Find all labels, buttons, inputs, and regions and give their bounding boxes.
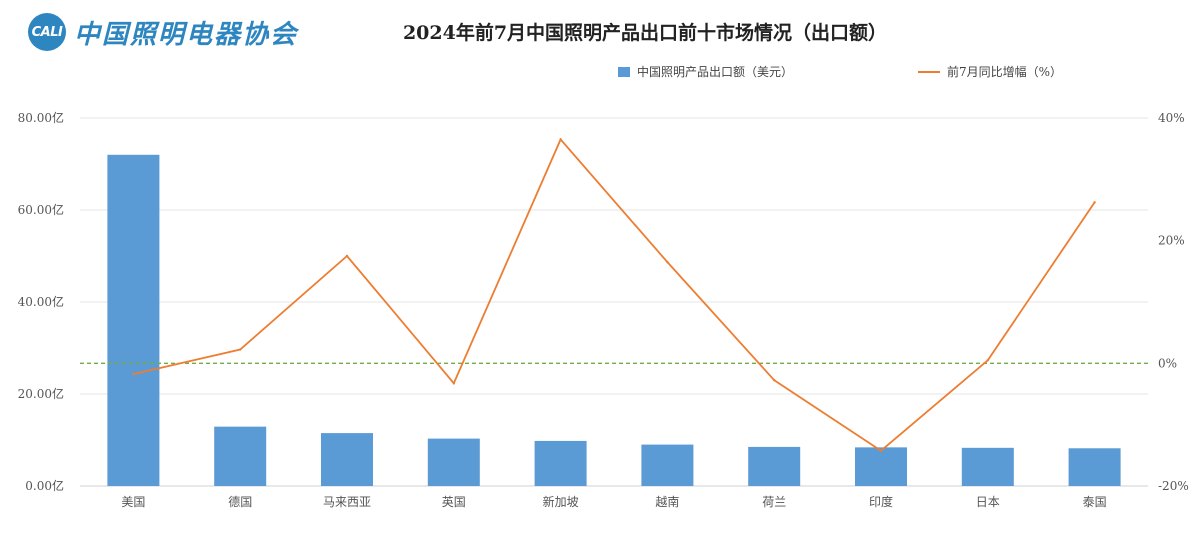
x-tick-label: 马来西亚 — [323, 495, 371, 509]
y-left-tick-label: 0.00亿 — [25, 478, 64, 493]
x-tick-label: 泰国 — [1083, 495, 1107, 509]
growth-point — [666, 260, 669, 264]
y-left-tick-label: 80.00亿 — [18, 110, 64, 125]
growth-point — [879, 449, 883, 452]
legend-swatch-line — [918, 70, 940, 73]
bar — [107, 154, 160, 487]
x-tick-label: 荷兰 — [762, 495, 786, 509]
y-left-tick-label: 60.00亿 — [18, 202, 64, 217]
x-tick-label: 美国 — [121, 495, 145, 509]
y-right-tick-label: 20% — [1158, 234, 1185, 248]
legend-item-line: 前7月同比增幅（%） — [918, 63, 1062, 80]
logo-name: 中国照明电器协会 — [74, 19, 299, 50]
y-left-tick-label: 40.00亿 — [18, 294, 64, 309]
chart-title: 2024年前7月中国照明产品出口前十市场情况（出口额） — [402, 22, 888, 44]
y-right-tick-label: -20% — [1158, 479, 1189, 493]
growth-point — [986, 359, 989, 362]
growth-point — [132, 372, 135, 376]
legend-label-line: 前7月同比增幅（%） — [947, 65, 1063, 79]
x-tick-label: 印度 — [869, 494, 893, 509]
logo: CALI 中国照明电器协会 — [28, 12, 308, 52]
x-tick-label: 新加坡 — [543, 494, 579, 509]
growth-point — [239, 348, 242, 351]
y-right-tick-label: 40% — [1158, 111, 1185, 125]
legend-label-bar: 中国照明产品出口额（美元） — [637, 65, 794, 79]
x-tick-label: 德国 — [228, 494, 252, 509]
bar — [427, 438, 480, 486]
x-tick-label: 日本 — [976, 495, 1000, 509]
bar — [214, 426, 267, 486]
bar — [321, 433, 373, 486]
x-tick-label: 越南 — [655, 494, 679, 509]
legend-item-bar: 中国照明产品出口额（美元） — [618, 63, 793, 80]
growth-point — [559, 138, 562, 141]
legend-swatch-bar — [618, 66, 630, 77]
y-left-tick-label: 20.00亿 — [18, 386, 64, 401]
bar — [961, 447, 1014, 486]
growth-point — [345, 254, 349, 258]
bar — [641, 444, 694, 486]
growth-point — [1093, 201, 1096, 204]
x-tick-label: 英国 — [442, 495, 466, 509]
bar — [748, 446, 801, 486]
legend: 中国照明产品出口额（美元） 前7月同比增幅（%） — [0, 63, 1200, 83]
bar — [1068, 448, 1121, 486]
bar — [534, 440, 587, 486]
bar — [855, 447, 907, 486]
growth-point — [773, 379, 776, 382]
logo-badge: CALI — [28, 13, 66, 51]
growth-line — [133, 137, 1096, 452]
growth-point — [452, 382, 455, 385]
y-right-tick-label: 0% — [1158, 356, 1177, 370]
